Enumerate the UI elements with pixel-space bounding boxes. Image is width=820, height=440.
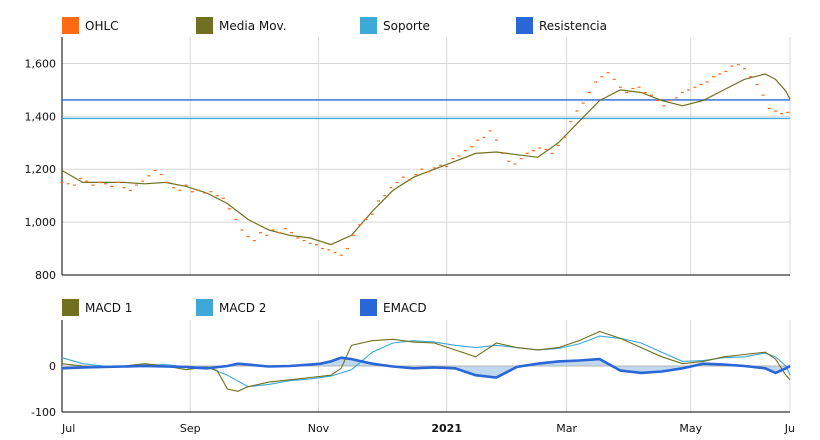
macd-legend-label: MACD 1 [85,301,132,315]
price-legend-swatch [516,17,533,34]
x-tick-label: Ju [784,422,795,435]
macd-legend-swatch [62,299,79,316]
emacd-line [61,356,791,379]
price-plot-area [62,37,790,275]
price-y-tick-label: 1,600 [25,57,57,70]
x-tick-label: May [679,422,702,435]
x-tick-label: Nov [308,422,330,435]
macd-legend-label: MACD 2 [219,301,266,315]
x-tick-label: 2021 [431,422,462,435]
price-legend-swatch [360,17,377,34]
macd-legend-swatch [196,299,213,316]
macd-y-tick-label: 0 [49,360,56,373]
x-tick-label: Jul [61,422,75,435]
price-y-tick-label: 1,400 [25,110,57,123]
price-legend-swatch [196,17,213,34]
price-y-tick-label: 1,200 [25,163,57,176]
price-y-tick-label: 1,000 [25,216,57,229]
x-tick-label: Sep [180,422,201,435]
price-legend-label: Media Mov. [219,19,287,33]
x-tick-label: Mar [556,422,577,435]
macd-legend-label: EMACD [383,301,427,315]
moving-average-line [61,73,791,246]
macd-y-tick-label: -100 [31,406,56,419]
price-legend-swatch [62,17,79,34]
price-y-tick-label: 800 [35,269,56,282]
price-legend-label: OHLC [85,19,119,33]
macd-legend-swatch [360,299,377,316]
price-legend-label: Resistencia [539,19,607,33]
price-legend-label: Soporte [383,19,430,33]
